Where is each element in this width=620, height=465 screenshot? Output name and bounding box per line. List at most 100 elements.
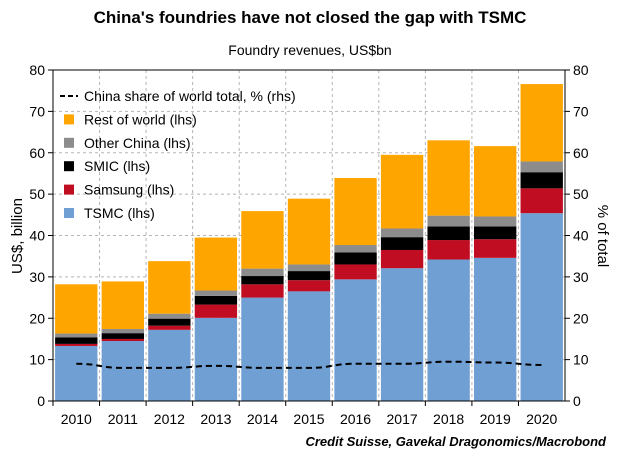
y-tick-label-left: 70 [29,103,45,119]
bar-other-china-2015 [287,264,331,272]
bar-samsung-2015 [287,280,331,292]
y-tick-label-left: 40 [29,228,45,244]
bar-rest-of-world-2017 [380,154,424,229]
bar-tsmc-2010 [55,345,98,401]
x-tick-label: 2016 [340,411,371,427]
bar-samsung-2018 [427,240,470,260]
y-tick-label-left: 50 [29,186,45,202]
bar-smic-2016 [334,252,377,265]
y-tick-label-left: 10 [29,352,45,368]
bar-other-china-2016 [334,245,377,253]
bar-smic-2012 [148,318,191,326]
legend-label: China share of world total, % (rhs) [84,88,296,104]
china-share-line [76,360,542,369]
chart-title: China's foundries have not closed the ga… [93,8,527,27]
x-tick-label: 2015 [293,411,324,427]
x-tick-label: 2010 [61,411,92,427]
y-tick-label-left: 0 [37,393,45,409]
y-axis-left-label: US$, billion [9,198,26,274]
bar-stacks [55,84,563,401]
bar-tsmc-2012 [148,329,191,401]
legend-swatch [64,184,74,195]
bar-smic-2019 [474,226,517,240]
bar-samsung-2010 [55,343,98,346]
bar-rest-of-world-2020 [520,84,563,162]
x-tick-label: 2012 [154,411,185,427]
y-tick-label-right: 0 [573,393,581,409]
y-tick-label-left: 20 [29,310,45,326]
bar-tsmc-2015 [287,291,331,401]
legend-label: SMIC (lhs) [84,158,150,174]
legend-label: Samsung (lhs) [84,182,174,198]
bar-smic-2014 [241,276,284,285]
bar-other-china-2017 [380,228,424,238]
bar-smic-2011 [101,333,144,339]
series-line-china-share [76,360,542,369]
bar-other-china-2018 [427,215,470,227]
legend-swatch [64,161,74,172]
bar-tsmc-2020 [520,213,563,401]
bar-other-china-2013 [194,290,238,296]
bar-smic-2013 [194,295,238,305]
bar-samsung-2019 [474,239,517,258]
y-tick-label-right: 60 [573,145,589,161]
y-tick-label-right: 40 [573,228,589,244]
bar-samsung-2011 [101,338,144,342]
bar-tsmc-2016 [334,279,377,401]
legend-label: Rest of world (lhs) [84,111,197,127]
legend-label: Other China (lhs) [84,135,191,151]
bar-smic-2020 [520,172,563,189]
y-tick-label-right: 30 [573,269,589,285]
x-tick-label: 2019 [480,411,511,427]
bar-samsung-2012 [148,325,191,330]
bar-samsung-2014 [241,284,284,298]
x-tick-label: 2011 [108,411,138,427]
bar-tsmc-2011 [101,341,144,401]
y-axis-right-label: % of total [594,205,611,268]
bar-smic-2015 [287,271,331,281]
bar-other-china-2011 [101,329,144,334]
bar-other-china-2014 [241,268,284,277]
bar-rest-of-world-2011 [101,281,144,330]
y-tick-label-right: 50 [573,186,589,202]
bar-rest-of-world-2010 [55,284,98,334]
bar-rest-of-world-2015 [287,198,331,265]
y-tick-label-left: 30 [29,269,45,285]
bar-other-china-2012 [148,313,191,319]
x-tick-label: 2018 [433,411,464,427]
bar-rest-of-world-2012 [148,261,191,314]
bar-rest-of-world-2014 [241,211,284,269]
bar-rest-of-world-2016 [334,177,377,246]
bar-samsung-2013 [194,304,238,318]
bar-smic-2010 [55,337,98,344]
legend-swatch [64,114,74,125]
legend: China share of world total, % (rhs) Rest … [60,88,296,221]
legend-swatch [64,208,74,218]
bar-rest-of-world-2013 [194,237,238,291]
x-tick-label: 2014 [247,411,278,427]
legend-swatch [64,137,74,148]
credit-line: Credit Suisse, Gavekal Dragonomics/Macro… [305,434,606,449]
y-tick-label-right: 80 [573,62,589,78]
bar-tsmc-2014 [241,297,284,401]
bar-rest-of-world-2018 [427,140,470,216]
y-tick-label-right: 10 [573,352,589,368]
x-tick-label: 2013 [200,411,231,427]
bar-samsung-2020 [520,188,563,214]
bar-tsmc-2019 [474,257,517,401]
bar-tsmc-2013 [194,317,238,401]
bar-other-china-2010 [55,333,98,338]
legend-label: TSMC (lhs) [84,205,155,221]
y-tick-label-left: 60 [29,145,45,161]
y-tick-label-right: 70 [573,103,589,119]
bar-other-china-2020 [520,161,563,173]
bar-smic-2017 [380,237,424,250]
bar-tsmc-2018 [427,259,470,401]
bar-other-china-2019 [474,216,517,227]
y-tick-label-left: 80 [29,62,45,78]
bar-samsung-2017 [380,249,424,269]
x-tick-label: 2020 [526,411,557,427]
y-tick-label-right: 20 [573,310,589,326]
